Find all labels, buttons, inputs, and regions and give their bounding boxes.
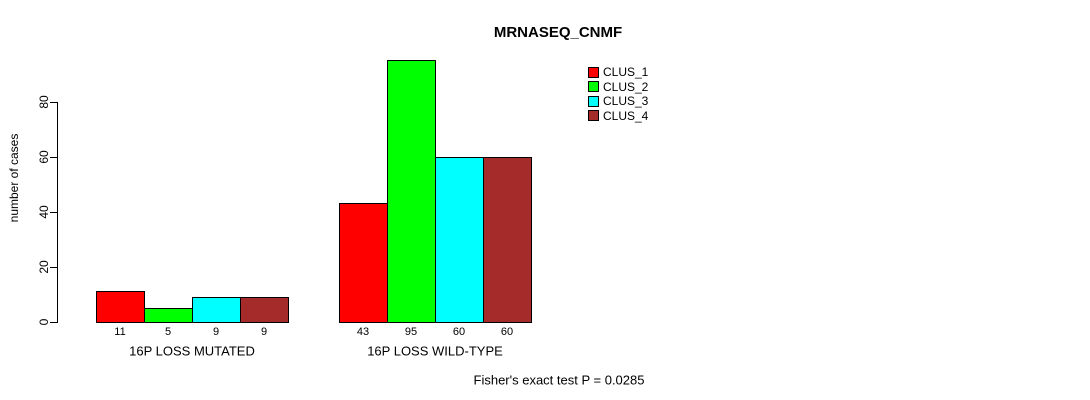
y-tick-mark bbox=[50, 101, 57, 103]
bar-value-label: 9 bbox=[260, 326, 268, 338]
bar-clus_4-2 bbox=[483, 156, 532, 323]
category-label: 16P LOSS WILD-TYPE bbox=[367, 343, 503, 359]
y-axis-label: number of cases bbox=[7, 133, 21, 223]
y-tick-label: 0 bbox=[37, 318, 51, 325]
legend-swatch-icon bbox=[588, 95, 599, 107]
legend-row: CLUS_1 bbox=[588, 65, 648, 80]
legend-label: CLUS_4 bbox=[603, 108, 649, 123]
bar-clus_1-1 bbox=[96, 291, 145, 323]
legend-swatch-icon bbox=[588, 66, 599, 78]
y-tick-label: 60 bbox=[37, 149, 51, 164]
y-tick-mark bbox=[50, 266, 57, 268]
chart-title: MRNASEQ_CNMF bbox=[493, 24, 623, 41]
bar-clus_2-1 bbox=[144, 307, 193, 323]
legend-swatch-icon bbox=[588, 81, 599, 93]
legend-row: CLUS_3 bbox=[588, 94, 648, 109]
bar-value-label: 5 bbox=[164, 326, 172, 338]
bar-value-label: 60 bbox=[500, 326, 514, 338]
bar-clus_1-2 bbox=[339, 203, 388, 323]
legend-label: CLUS_1 bbox=[603, 65, 649, 80]
bar-value-label: 11 bbox=[114, 326, 126, 338]
bar-value-label: 60 bbox=[452, 326, 466, 338]
y-tick-label: 80 bbox=[37, 94, 51, 109]
legend-swatch-icon bbox=[588, 110, 599, 122]
bar-clus_2-2 bbox=[387, 60, 436, 323]
legend-label: CLUS_2 bbox=[603, 79, 649, 94]
bar-clus_3-2 bbox=[435, 156, 484, 323]
category-label: 16P LOSS MUTATED bbox=[129, 343, 255, 359]
bar-value-label: 95 bbox=[404, 326, 418, 338]
y-axis-line bbox=[57, 101, 58, 323]
y-tick-mark bbox=[50, 321, 57, 323]
legend-row: CLUS_2 bbox=[588, 80, 648, 95]
legend-row: CLUS_4 bbox=[588, 109, 648, 124]
y-tick-label: 20 bbox=[37, 259, 51, 274]
bar-clus_4-1 bbox=[240, 296, 289, 323]
y-tick-mark bbox=[50, 211, 57, 213]
legend: CLUS_1 CLUS_2 CLUS_3 CLUS_4 bbox=[588, 65, 648, 123]
y-tick-mark bbox=[50, 156, 57, 158]
bar-value-label: 43 bbox=[356, 326, 370, 338]
bar-clus_3-1 bbox=[192, 296, 241, 323]
annotation-fishers-test: Fisher's exact test P = 0.0285 bbox=[473, 372, 645, 388]
y-tick-label: 40 bbox=[37, 204, 51, 219]
legend-label: CLUS_3 bbox=[603, 94, 649, 109]
bar-value-label: 9 bbox=[212, 326, 220, 338]
